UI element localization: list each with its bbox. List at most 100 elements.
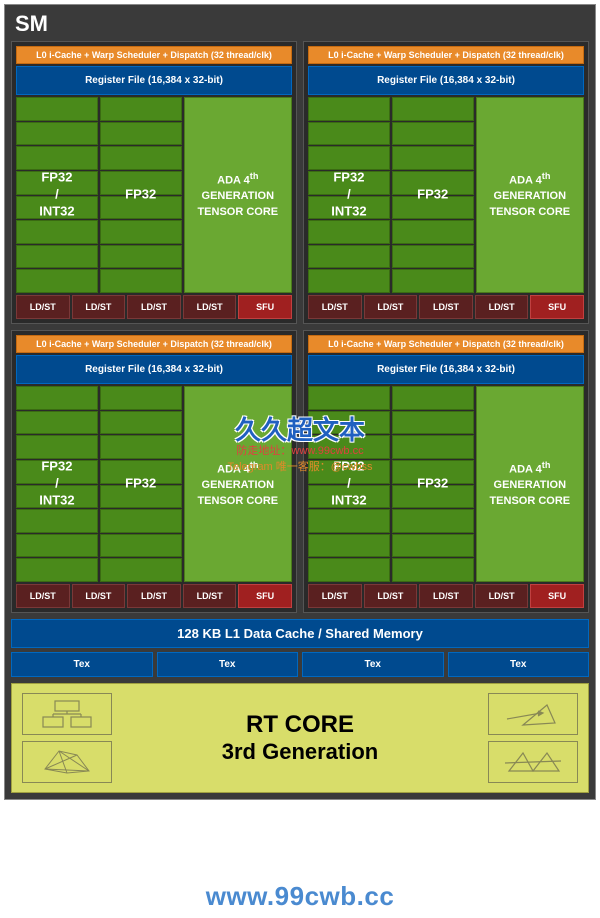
rt-right-icons — [488, 693, 578, 783]
core-cell — [308, 485, 390, 509]
core-cell — [100, 509, 182, 533]
core-row: FP32/INT32FP32ADA 4thGENERATIONTENSOR CO… — [308, 386, 584, 582]
core-cell — [392, 534, 474, 558]
fp32-column — [100, 386, 182, 582]
core-cell — [100, 485, 182, 509]
tensor-core-block: ADA 4thGENERATIONTENSOR CORE — [184, 97, 292, 293]
sm-partition: L0 i-Cache + Warp Scheduler + Dispatch (… — [303, 41, 589, 324]
tensor-core-block: ADA 4thGENERATIONTENSOR CORE — [184, 386, 292, 582]
core-cell — [308, 171, 390, 195]
ldst-unit: LD/ST — [475, 295, 529, 319]
core-cell — [16, 435, 98, 459]
fp32-column — [392, 97, 474, 293]
core-cell — [16, 485, 98, 509]
core-cell — [392, 435, 474, 459]
sfu-unit: SFU — [530, 295, 584, 319]
core-cell — [16, 509, 98, 533]
rt-left-icons — [22, 693, 112, 783]
rt-line2: 3rd Generation — [112, 739, 488, 765]
core-cell — [392, 411, 474, 435]
sm-block: SM L0 i-Cache + Warp Scheduler + Dispatc… — [4, 4, 596, 800]
core-cell — [392, 171, 474, 195]
core-cell — [308, 196, 390, 220]
sfu-unit: SFU — [238, 584, 292, 608]
core-cell — [308, 386, 390, 410]
core-cell — [100, 122, 182, 146]
core-cell — [392, 220, 474, 244]
core-cell — [16, 269, 98, 293]
ldst-unit: LD/ST — [475, 584, 529, 608]
fp32-int32-column — [16, 97, 98, 293]
watermark-url: www.99cwb.cc — [206, 881, 395, 912]
core-cell — [16, 460, 98, 484]
warp-scheduler-bar: L0 i-Cache + Warp Scheduler + Dispatch (… — [16, 335, 292, 353]
rt-line1: RT CORE — [112, 711, 488, 739]
core-cell — [100, 558, 182, 582]
register-file-bar: Register File (16,384 x 32-bit) — [16, 66, 292, 95]
ldst-unit: LD/ST — [183, 295, 237, 319]
core-cell — [100, 146, 182, 170]
core-cell — [100, 435, 182, 459]
core-cell — [392, 485, 474, 509]
core-cell — [16, 245, 98, 269]
core-row: FP32/INT32FP32ADA 4thGENERATIONTENSOR CO… — [16, 97, 292, 293]
rt-icon-triangle-ray — [488, 693, 578, 735]
core-cell — [392, 196, 474, 220]
tex-unit: Tex — [11, 652, 153, 677]
partition-grid: L0 i-Cache + Warp Scheduler + Dispatch (… — [11, 41, 589, 613]
tensor-core-label: ADA 4thGENERATIONTENSOR CORE — [197, 170, 278, 220]
sfu-unit: SFU — [238, 295, 292, 319]
core-cell — [308, 435, 390, 459]
fp32-int32-column — [308, 386, 390, 582]
core-cell — [16, 411, 98, 435]
tex-row: TexTexTexTex — [11, 652, 589, 677]
ldst-unit: LD/ST — [72, 584, 126, 608]
warp-scheduler-bar: L0 i-Cache + Warp Scheduler + Dispatch (… — [308, 335, 584, 353]
core-cell — [308, 411, 390, 435]
rt-icon-boxes — [22, 693, 112, 735]
core-cell — [392, 386, 474, 410]
ldst-unit: LD/ST — [127, 295, 181, 319]
ldst-unit: LD/ST — [419, 584, 473, 608]
ldst-unit: LD/ST — [16, 295, 70, 319]
core-cell — [100, 245, 182, 269]
core-cell — [100, 411, 182, 435]
tex-unit: Tex — [448, 652, 590, 677]
sm-partition: L0 i-Cache + Warp Scheduler + Dispatch (… — [11, 41, 297, 324]
core-cell — [16, 171, 98, 195]
fp32-column — [100, 97, 182, 293]
core-cell — [392, 146, 474, 170]
tensor-core-label: ADA 4thGENERATIONTENSOR CORE — [197, 459, 278, 509]
core-cell — [100, 386, 182, 410]
core-cell — [100, 460, 182, 484]
core-cell — [308, 558, 390, 582]
core-cell — [392, 97, 474, 121]
tensor-core-label: ADA 4thGENERATIONTENSOR CORE — [489, 459, 570, 509]
core-cell — [392, 558, 474, 582]
ldst-unit: LD/ST — [419, 295, 473, 319]
warp-scheduler-bar: L0 i-Cache + Warp Scheduler + Dispatch (… — [308, 46, 584, 64]
rt-icon-triangles — [488, 741, 578, 783]
core-cell — [392, 460, 474, 484]
register-file-bar: Register File (16,384 x 32-bit) — [16, 355, 292, 384]
core-cell — [100, 196, 182, 220]
warp-scheduler-bar: L0 i-Cache + Warp Scheduler + Dispatch (… — [16, 46, 292, 64]
ldst-unit: LD/ST — [72, 295, 126, 319]
ldst-sfu-row: LD/STLD/STLD/STLD/STSFU — [308, 295, 584, 319]
core-cell — [16, 558, 98, 582]
tensor-core-block: ADA 4thGENERATIONTENSOR CORE — [476, 97, 584, 293]
rt-core-box: RT CORE 3rd Generation — [11, 683, 589, 793]
ldst-unit: LD/ST — [364, 584, 418, 608]
rt-icon-wireframe — [22, 741, 112, 783]
core-cell — [308, 509, 390, 533]
core-cell — [16, 196, 98, 220]
sfu-unit: SFU — [530, 584, 584, 608]
tensor-core-block: ADA 4thGENERATIONTENSOR CORE — [476, 386, 584, 582]
core-cell — [16, 97, 98, 121]
core-cell — [392, 509, 474, 533]
ldst-sfu-row: LD/STLD/STLD/STLD/STSFU — [308, 584, 584, 608]
core-cell — [392, 245, 474, 269]
core-cell — [16, 220, 98, 244]
ldst-sfu-row: LD/STLD/STLD/STLD/STSFU — [16, 295, 292, 319]
fp32-int32-column — [308, 97, 390, 293]
